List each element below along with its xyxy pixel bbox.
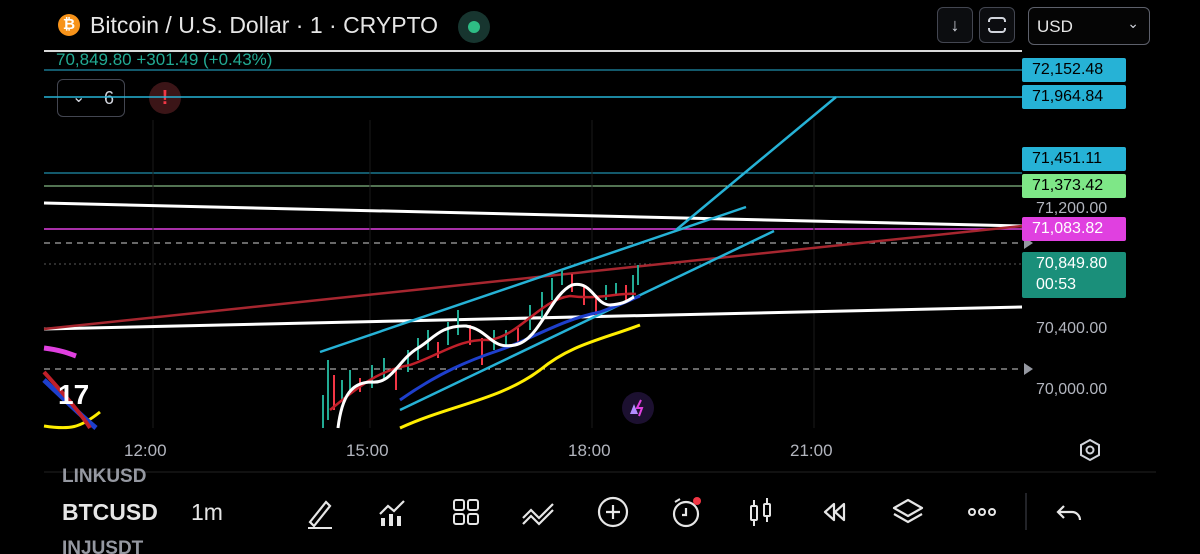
time-tick: 15:00 bbox=[346, 441, 389, 460]
price-tick: 70,400.00 bbox=[1036, 320, 1108, 337]
price-change-quote: 70,849.80 +301.49 (+0.43%) bbox=[56, 50, 273, 69]
currency-select[interactable]: USD ⌄ bbox=[1028, 7, 1150, 45]
symbol-title[interactable]: Bitcoin / U.S. Dollar · 1 · CRYPTO bbox=[90, 12, 439, 38]
fullscreen-icon[interactable] bbox=[979, 7, 1015, 43]
channel-line bbox=[319, 205, 747, 354]
watchlist-item-faded[interactable]: INJUSDT bbox=[62, 538, 144, 554]
chart-type-icon[interactable] bbox=[372, 492, 412, 532]
bar-countdown: 00:53 bbox=[1036, 276, 1077, 293]
price-tick: 70,000.00 bbox=[1036, 381, 1108, 398]
price-tick: 71,200.00 bbox=[1036, 200, 1108, 217]
channel-line bbox=[399, 229, 775, 412]
symbol-header: ₿ Bitcoin / U.S. Dollar · 1 · CRYPTO bbox=[44, 6, 1024, 48]
market-status-icon bbox=[458, 11, 490, 43]
moving-average bbox=[336, 282, 635, 429]
exclamation-icon[interactable]: ! bbox=[149, 82, 181, 114]
price-label: 71,964.84 bbox=[1022, 85, 1126, 109]
draw-icon[interactable] bbox=[300, 492, 340, 532]
interval-button[interactable]: 1m bbox=[191, 499, 223, 525]
current-price: 70,849.80 bbox=[1036, 255, 1108, 272]
grid-icon[interactable] bbox=[446, 492, 486, 532]
settings-icon[interactable] bbox=[1078, 438, 1102, 462]
indicator-count: 6 bbox=[104, 88, 115, 108]
indicators-toggle[interactable]: ⌄ 6 bbox=[57, 79, 125, 117]
trend-line bbox=[43, 201, 1023, 228]
symbol-button[interactable]: BTCUSD bbox=[62, 499, 158, 525]
ai-sparkle-icon bbox=[622, 392, 654, 424]
price-label: 71,451.11 bbox=[1022, 147, 1126, 171]
time-tick: 21:00 bbox=[790, 441, 833, 460]
watchlist-item-faded[interactable]: LINKUSD bbox=[62, 466, 147, 482]
trend-line bbox=[43, 224, 1023, 331]
more-icon[interactable] bbox=[962, 492, 1002, 532]
bitcoin-icon: ₿ bbox=[58, 14, 80, 36]
candles-icon[interactable] bbox=[741, 492, 781, 532]
replay-icon[interactable] bbox=[814, 492, 854, 532]
undo-icon[interactable] bbox=[1050, 492, 1090, 532]
trend-icon[interactable] bbox=[519, 492, 559, 532]
alert-icon[interactable] bbox=[666, 492, 706, 532]
add-icon[interactable] bbox=[593, 492, 633, 532]
layers-icon[interactable] bbox=[888, 492, 928, 532]
arrow-down-icon[interactable]: ↓ bbox=[937, 7, 973, 43]
tradingview-logo: 17 bbox=[58, 379, 89, 410]
channel-line bbox=[675, 96, 837, 231]
time-tick: 12:00 bbox=[124, 441, 167, 460]
current-price-label: 70,849.80 00:53 bbox=[1022, 252, 1126, 298]
price-label: 72,152.48 bbox=[1022, 58, 1126, 82]
price-label: 71,083.82 bbox=[1022, 217, 1126, 241]
moving-average bbox=[399, 323, 641, 430]
price-label: 71,373.42 bbox=[1022, 174, 1126, 198]
chevron-down-icon: ⌄ bbox=[1127, 15, 1139, 31]
currency-value: USD bbox=[1037, 17, 1073, 36]
trend-line bbox=[43, 305, 1023, 331]
time-tick: 18:00 bbox=[568, 441, 611, 460]
